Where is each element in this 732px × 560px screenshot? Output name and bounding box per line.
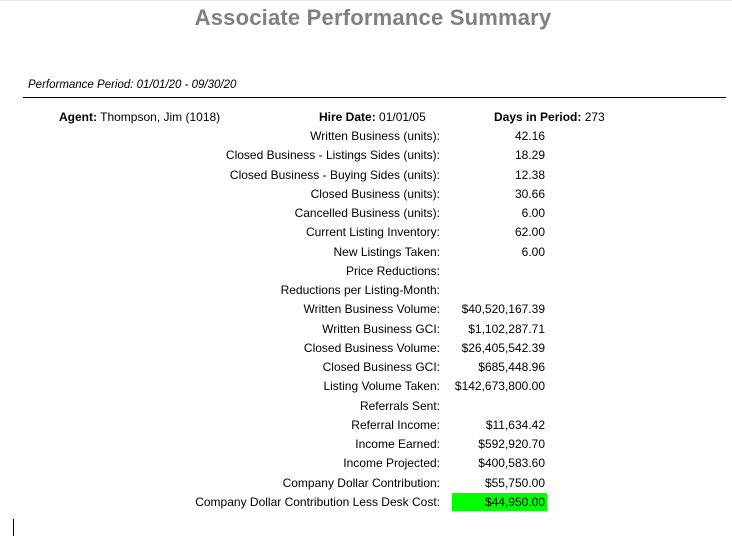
metric-value: 42.16 (514, 129, 545, 143)
hire-date-label: Hire Date: (319, 110, 376, 124)
metric-label: Income Projected: (343, 456, 440, 471)
metric-row: Closed Business Volume: $26,405,542.39 (0, 340, 732, 359)
top-border (0, 0, 732, 1)
metric-value: 6.00 (521, 244, 545, 259)
metric-label: Written Business GCI: (322, 321, 440, 336)
highlighted-metric-value: $44,950.00 (452, 492, 547, 511)
metric-label: New Listings Taken: (333, 244, 441, 259)
metric-value: $55,750.00 (484, 475, 545, 490)
metric-value: $400,583.60 (478, 456, 545, 471)
metric-label: Closed Business - Buying Sides (units): (229, 167, 440, 182)
metric-label: Price Reductions: (345, 263, 440, 278)
metric-row: Company Dollar Contribution: $55,750.00 (0, 475, 732, 494)
metric-row: Current Listing Inventory: 62.00 (0, 224, 732, 243)
metric-value: $142,673,800.00 (454, 379, 545, 394)
metric-row: Referrals Sent: (0, 398, 732, 417)
metric-row: Income Projected: $400,583.60 (0, 455, 732, 474)
metric-label: Written Business Volume: (303, 302, 440, 317)
metric-row: Closed Business (units): 30.66 (0, 186, 732, 205)
metric-value: 18.29 (514, 148, 545, 163)
metric-value: $11,634.42 (485, 417, 545, 432)
metric-label: Current Listing Inventory: (305, 225, 440, 240)
hire-date-info: Hire Date: 01/01/05 (319, 110, 426, 124)
metric-value: 30.66 (514, 186, 545, 201)
agent-value: Thompson, Jim (1018) (100, 110, 221, 124)
metric-row: Written Business GCI: $1,102,287.71 (0, 321, 732, 340)
metric-label: Cancelled Business (units): (294, 206, 440, 220)
metric-label: Closed Business GCI: (322, 360, 440, 374)
metric-row: Income Earned: $592,920.70 (0, 436, 732, 455)
metric-value: $685,448.96 (478, 360, 545, 374)
days-in-period-info: Days in Period: 273 (494, 110, 605, 124)
metric-value: $40,520,167.39 (461, 302, 545, 317)
metric-label: Referrals Sent: (359, 398, 440, 413)
metric-label: Company Dollar Contribution: (282, 475, 440, 490)
metric-row: Written Business (units): 42.16 (0, 128, 732, 147)
metric-row: Referral Income: $11,634.42 (0, 417, 732, 436)
metric-row: Closed Business - Listings Sides (units)… (0, 147, 732, 166)
metric-value: 6.00 (521, 206, 545, 220)
header-divider (23, 97, 726, 98)
metric-row-highlighted: Company Dollar Contribution Less Desk Co… (0, 492, 732, 513)
hire-date-value: 01/01/05 (379, 110, 426, 124)
metric-label: Referral Income: (351, 417, 440, 432)
report-title: Associate Performance Summary (194, 5, 552, 30)
metric-label: Reductions per Listing-Month: (280, 283, 440, 297)
text-cursor (13, 519, 14, 536)
days-in-period-value: 273 (584, 110, 605, 124)
metric-label: Company Dollar Contribution Less Desk Co… (195, 494, 440, 509)
metric-row: Written Business Volume: $40,520,167.39 (0, 301, 732, 320)
metric-value: $26,405,542.39 (461, 340, 545, 355)
metric-label: Listing Volume Taken: (323, 379, 440, 394)
performance-period: Performance Period: 01/01/20 - 09/30/20 (28, 79, 237, 91)
metric-value: 62.00 (514, 225, 545, 240)
metric-row: Closed Business - Buying Sides (units): 1… (0, 167, 732, 186)
metric-row: Reductions per Listing-Month: (0, 282, 732, 301)
metric-label: Written Business (units): (310, 129, 440, 143)
metrics-table: Written Business (units): 42.16 Closed Bu… (0, 128, 732, 513)
metric-row: Closed Business GCI: $685,448.96 (0, 359, 732, 378)
metric-value: 12.38 (514, 167, 545, 182)
days-in-period-label: Days in Period: (494, 110, 582, 124)
metric-value: $592,920.70 (478, 437, 545, 451)
metric-label: Closed Business - Listings Sides (units)… (225, 148, 440, 163)
metric-row: Cancelled Business (units): 6.00 (0, 205, 732, 224)
metric-label: Income Earned: (355, 437, 440, 451)
agent-info: Agent: Thompson, Jim (1018) (59, 110, 220, 124)
metric-label: Closed Business Volume: (303, 340, 440, 355)
metric-row: Listing Volume Taken: $142,673,800.00 (0, 378, 732, 397)
metric-label: Closed Business (units): (310, 186, 440, 201)
metric-row: New Listings Taken: 6.00 (0, 244, 732, 263)
metric-row: Price Reductions: (0, 263, 732, 282)
agent-label: Agent: (59, 110, 97, 124)
metric-value: $1,102,287.71 (468, 321, 545, 336)
